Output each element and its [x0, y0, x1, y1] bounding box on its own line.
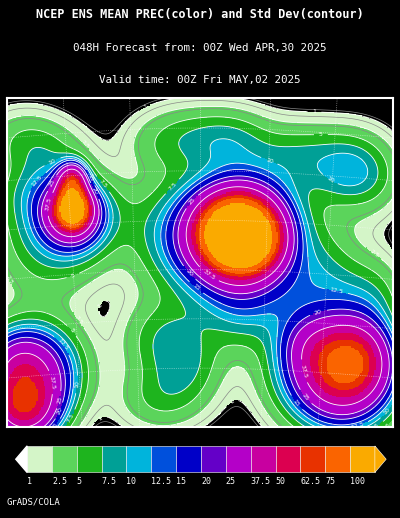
Text: 15: 15 — [176, 477, 186, 486]
Text: 5: 5 — [68, 327, 75, 334]
Text: 25: 25 — [226, 477, 236, 486]
Text: 10: 10 — [74, 380, 80, 388]
Bar — [300, 446, 325, 472]
Text: 1: 1 — [312, 109, 316, 114]
Text: 5: 5 — [319, 132, 323, 137]
Text: 1: 1 — [27, 477, 32, 486]
Text: 10: 10 — [48, 157, 57, 166]
Text: 37.5: 37.5 — [202, 269, 216, 281]
Text: 37.5: 37.5 — [45, 197, 52, 211]
Polygon shape — [16, 446, 27, 472]
Text: 1: 1 — [390, 247, 396, 253]
Bar — [251, 446, 276, 472]
Text: 75: 75 — [325, 477, 335, 486]
Text: 37.5: 37.5 — [299, 364, 308, 379]
Text: 7.5: 7.5 — [370, 423, 380, 432]
Text: 1: 1 — [142, 104, 148, 110]
Text: GrADS/COLA: GrADS/COLA — [6, 498, 60, 507]
Text: 2.5: 2.5 — [52, 477, 67, 486]
Bar — [201, 446, 226, 472]
Bar — [176, 446, 201, 472]
Text: NCEP ENS MEAN PREC(color) and Std Dev(contour): NCEP ENS MEAN PREC(color) and Std Dev(co… — [36, 8, 364, 21]
Text: 37.5: 37.5 — [48, 375, 56, 390]
Bar — [226, 446, 251, 472]
Text: 10: 10 — [325, 176, 334, 184]
Text: 12.5: 12.5 — [329, 287, 344, 295]
Bar — [350, 446, 375, 472]
Text: 7.5: 7.5 — [66, 413, 75, 424]
Bar — [151, 446, 176, 472]
Text: 62.5: 62.5 — [300, 477, 320, 486]
Bar — [102, 446, 126, 472]
Bar — [276, 446, 300, 472]
Text: 37.5: 37.5 — [251, 477, 271, 486]
Text: 15: 15 — [50, 421, 59, 430]
Text: 5: 5 — [70, 272, 76, 279]
Text: 7.5: 7.5 — [98, 179, 108, 190]
Text: 1: 1 — [97, 302, 103, 308]
Polygon shape — [375, 446, 386, 472]
Text: 20: 20 — [201, 477, 211, 486]
Text: 7.5: 7.5 — [102, 477, 117, 486]
Text: 20: 20 — [314, 309, 323, 315]
Text: 1: 1 — [97, 415, 103, 422]
Text: 20: 20 — [185, 268, 194, 278]
Bar — [27, 446, 52, 472]
Text: 12.5: 12.5 — [350, 422, 364, 430]
Text: 2.5: 2.5 — [4, 275, 13, 285]
Bar — [52, 446, 77, 472]
Text: 100: 100 — [350, 477, 365, 486]
Text: 12.5: 12.5 — [151, 477, 171, 486]
Text: 10: 10 — [126, 477, 136, 486]
Bar — [325, 446, 350, 472]
Text: 5: 5 — [385, 422, 391, 428]
Text: Valid time: 00Z Fri MAY,02 2025: Valid time: 00Z Fri MAY,02 2025 — [99, 75, 301, 85]
Text: 12.5: 12.5 — [31, 174, 44, 188]
Text: 15: 15 — [292, 398, 301, 407]
Text: 5: 5 — [77, 477, 82, 486]
Text: 25: 25 — [48, 179, 56, 188]
Text: 20: 20 — [56, 406, 64, 415]
Text: 25: 25 — [187, 197, 196, 206]
Text: 7.5: 7.5 — [167, 181, 178, 192]
Text: 25: 25 — [56, 395, 63, 404]
Text: 25: 25 — [301, 393, 310, 401]
Text: 2.5: 2.5 — [73, 314, 83, 325]
Text: 20: 20 — [91, 186, 99, 195]
Bar — [126, 446, 151, 472]
Text: 12.5: 12.5 — [56, 338, 69, 352]
Text: 2.5: 2.5 — [80, 139, 90, 150]
Text: 50: 50 — [276, 477, 286, 486]
Text: 048H Forecast from: 00Z Wed APR,30 2025: 048H Forecast from: 00Z Wed APR,30 2025 — [73, 43, 327, 53]
Text: 15: 15 — [87, 173, 95, 182]
Text: 10: 10 — [382, 407, 391, 416]
Text: 1: 1 — [229, 399, 235, 405]
Bar — [77, 446, 102, 472]
Text: 15: 15 — [192, 283, 201, 292]
Text: 2.5: 2.5 — [368, 249, 379, 258]
Text: 10: 10 — [265, 157, 274, 164]
